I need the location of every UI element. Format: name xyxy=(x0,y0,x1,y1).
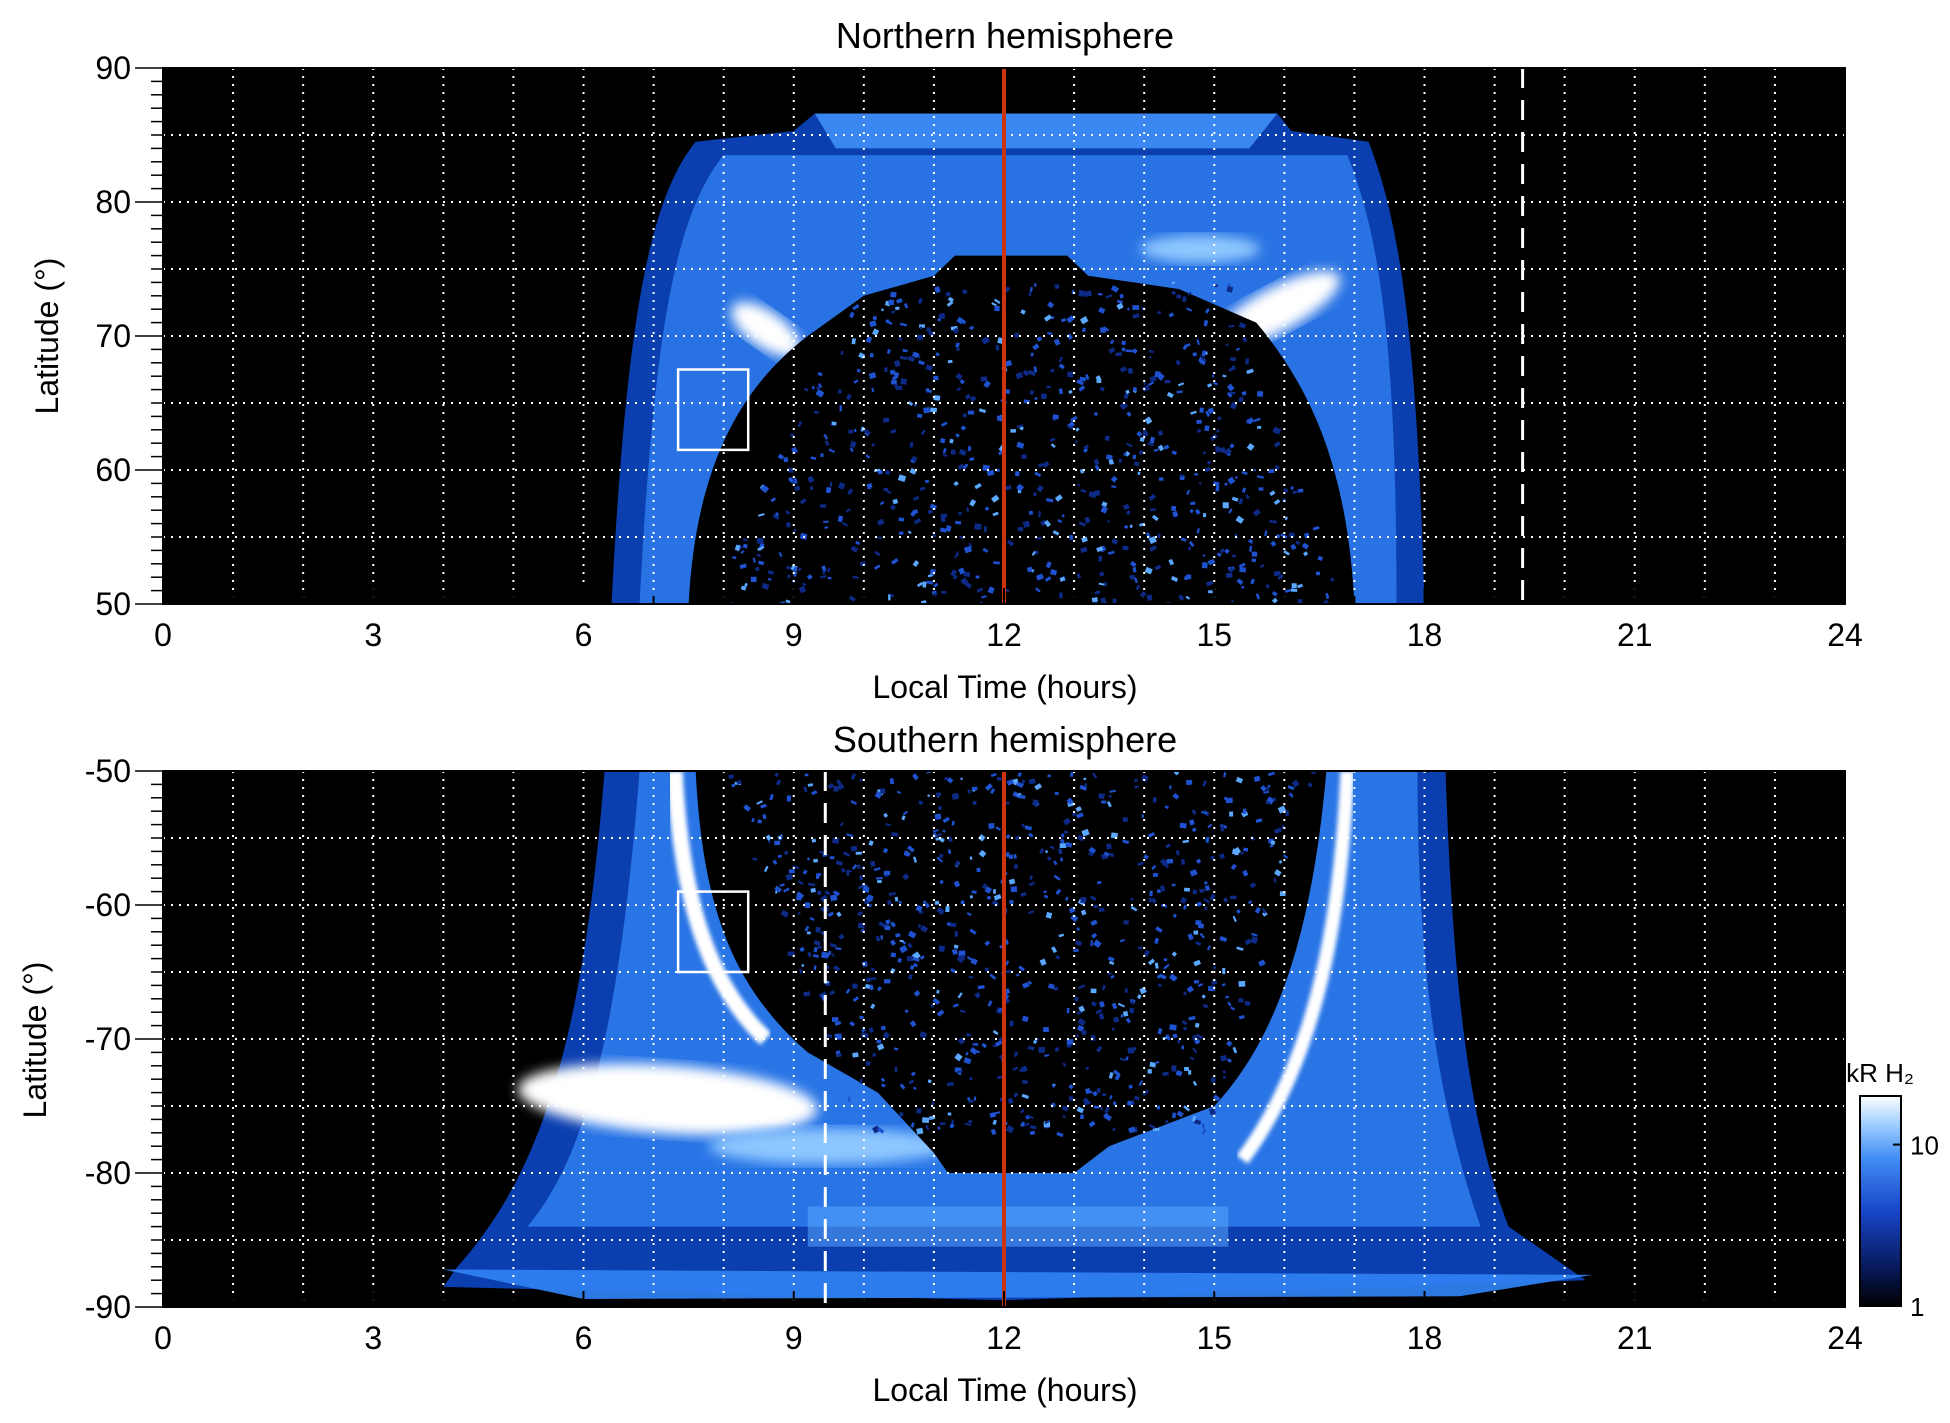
north-x-tick-label: 9 xyxy=(785,617,803,653)
north-speckles xyxy=(723,281,1335,604)
south-image xyxy=(163,771,1845,1307)
north-plot-area xyxy=(163,68,1845,604)
colorbar-label: kR H₂ xyxy=(1846,1058,1914,1088)
south-panel: Southern hemisphere 0 3 6 9 12 15 18 21 24 -50 -60… xyxy=(17,719,1863,1408)
south-x-axis-label: Local Time (hours) xyxy=(873,1372,1138,1408)
colorbar-gradient xyxy=(1859,1095,1902,1307)
south-bright-arc-dawn xyxy=(666,771,772,1045)
south-bright-band xyxy=(708,1128,949,1165)
south-polar-cap xyxy=(443,1269,1593,1299)
colorbar: kR H₂ 10 1 xyxy=(1846,1058,1939,1322)
south-x-tick-label: 18 xyxy=(1407,1320,1443,1356)
north-x-tick-label: 15 xyxy=(1196,617,1232,653)
south-y-tick-label: -60 xyxy=(85,887,131,923)
colorbar-tick-label: 1 xyxy=(1910,1292,1924,1322)
south-bright-blob xyxy=(517,1063,818,1135)
north-bright-arc-top xyxy=(1140,234,1261,263)
north-y-tick-label: 90 xyxy=(95,50,131,86)
south-polar-band xyxy=(807,1206,1229,1247)
south-plot-area xyxy=(163,771,1845,1307)
north-polar-cap xyxy=(814,113,1278,149)
south-title: Southern hemisphere xyxy=(833,719,1177,760)
north-x-tick-label: 12 xyxy=(986,617,1022,653)
south-x-tick-label: 6 xyxy=(575,1320,593,1356)
south-x-tick-label: 21 xyxy=(1617,1320,1653,1356)
north-panel: Northern hemisphere 0 3 6 9 12 15 18 21 24 50 60 70… xyxy=(29,15,1863,705)
south-x-tick-label: 24 xyxy=(1827,1320,1863,1356)
north-y-tick-label: 70 xyxy=(95,318,131,354)
north-x-axis-label: Local Time (hours) xyxy=(873,669,1138,705)
north-y-tick-label: 50 xyxy=(95,586,131,622)
north-x-tick-label: 24 xyxy=(1827,617,1863,653)
south-y-tick-label: -90 xyxy=(85,1289,131,1325)
colorbar-tick-label: 10 xyxy=(1910,1131,1939,1161)
south-x-tick-label: 15 xyxy=(1196,1320,1232,1356)
south-x-tick-label: 3 xyxy=(364,1320,382,1356)
north-x-tick-label: 3 xyxy=(364,617,382,653)
south-x-tick-label: 0 xyxy=(154,1320,172,1356)
north-image xyxy=(163,68,1845,604)
north-axes: 0 3 6 9 12 15 18 21 24 50 60 70 80 90 xyxy=(95,50,1862,653)
south-bright-arc-dusk xyxy=(1236,771,1355,1164)
north-y-tick-label: 80 xyxy=(95,184,131,220)
south-y-tick-label: -80 xyxy=(85,1155,131,1191)
north-x-tick-label: 0 xyxy=(154,617,172,653)
south-x-tick-label: 9 xyxy=(785,1320,803,1356)
north-bright-arc-morning xyxy=(731,302,801,357)
south-y-tick-label: -70 xyxy=(85,1021,131,1057)
north-x-tick-label: 6 xyxy=(575,617,593,653)
south-axes: 0 3 6 9 12 15 18 21 24 -50 -60 -70 -80 -90 xyxy=(85,753,1863,1356)
colorbar-ticks: 10 1 xyxy=(1893,1131,1939,1322)
south-y-tick-label: -50 xyxy=(85,753,131,789)
south-x-tick-label: 12 xyxy=(986,1320,1022,1356)
north-y-axis-label: Latitude (°) xyxy=(29,258,65,415)
north-selection-box xyxy=(676,368,750,452)
north-title: Northern hemisphere xyxy=(836,15,1174,56)
north-x-tick-label: 18 xyxy=(1407,617,1443,653)
south-selection-box xyxy=(676,890,750,974)
south-y-axis-label: Latitude (°) xyxy=(17,962,53,1119)
north-y-tick-label: 60 xyxy=(95,452,131,488)
north-x-tick-label: 21 xyxy=(1617,617,1653,653)
